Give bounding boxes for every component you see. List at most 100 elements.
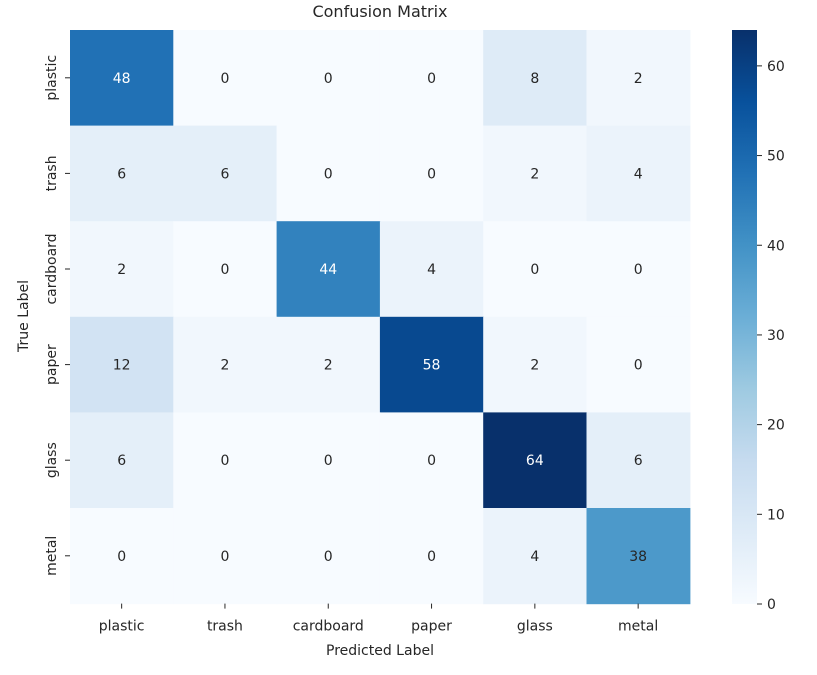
x-tick-label: metal xyxy=(618,619,658,635)
heatmap-cell-label: 0 xyxy=(634,358,643,374)
heatmap-cell-label: 6 xyxy=(634,453,643,469)
heatmap-cell-label: 4 xyxy=(530,549,539,565)
heatmap-cell-label: 12 xyxy=(113,358,131,374)
heatmap-cell-label: 64 xyxy=(526,453,544,469)
heatmap-cell xyxy=(379,125,484,222)
heatmap-cell-label: 4 xyxy=(427,262,436,278)
heatmap-cell-label: 0 xyxy=(427,453,436,469)
heatmap-cell-label: 0 xyxy=(220,549,229,565)
heatmap-cell-label: 0 xyxy=(220,453,229,469)
heatmap-cell xyxy=(483,125,588,222)
heatmap-cell-label: 8 xyxy=(530,71,539,87)
colorbar-ticks: 0 10 20 30 40 50 60 xyxy=(757,59,785,613)
colorbar-tick-label: 30 xyxy=(767,328,785,344)
heatmap-cell xyxy=(276,221,381,318)
heatmap-cell xyxy=(379,316,484,413)
heatmap-cell-label: 58 xyxy=(423,358,441,374)
heatmap-cell xyxy=(379,30,484,127)
heatmap-cell-label: 2 xyxy=(324,358,333,374)
heatmap-cell-label: 0 xyxy=(324,71,333,87)
heatmap-cell-label: 2 xyxy=(117,262,126,278)
heatmap-cell xyxy=(483,412,588,509)
heatmap-cell-label: 0 xyxy=(427,71,436,87)
heatmap-cell-label: 38 xyxy=(629,549,647,565)
heatmap-cell xyxy=(276,125,381,222)
heatmap-cell xyxy=(586,221,691,318)
chart-title: Confusion Matrix xyxy=(312,2,447,21)
y-tick-label: glass xyxy=(44,442,60,478)
y-axis-label: True Label xyxy=(16,280,32,353)
heatmap-cell xyxy=(483,30,588,127)
heatmap-cell-label: 2 xyxy=(634,71,643,87)
heatmap-cell xyxy=(379,508,484,605)
heatmap-cell xyxy=(586,412,691,509)
x-tick-label: cardboard xyxy=(293,619,364,635)
colorbar-tick-label: 0 xyxy=(767,597,776,613)
y-tick-label: trash xyxy=(44,155,60,191)
heatmap-cell xyxy=(483,221,588,318)
heatmap-cell-label: 6 xyxy=(117,453,126,469)
y-tick-label: cardboard xyxy=(44,233,60,304)
heatmap-cell-label: 0 xyxy=(324,166,333,182)
heatmap-cell-label: 48 xyxy=(113,71,131,87)
heatmap-cell-label: 0 xyxy=(530,262,539,278)
heatmap-cell xyxy=(70,221,174,318)
heatmap-cell-label: 0 xyxy=(324,453,333,469)
heatmap-cells xyxy=(70,30,691,605)
heatmap-cell xyxy=(173,125,278,222)
heatmap-cell-label: 0 xyxy=(117,549,126,565)
colorbar-tick-label: 50 xyxy=(767,149,785,165)
y-axis-ticks: plastic trash cardboard paper glass metal xyxy=(44,55,70,576)
heatmap-cell xyxy=(70,316,174,413)
heatmap-cell-label: 0 xyxy=(427,549,436,565)
heatmap-cell-label: 6 xyxy=(117,166,126,182)
heatmap-cell xyxy=(586,508,691,605)
heatmap-cell-label: 44 xyxy=(319,262,337,278)
y-tick-label: plastic xyxy=(44,55,60,101)
heatmap-cell xyxy=(173,30,278,127)
heatmap-cell xyxy=(483,508,588,605)
x-axis-label: Predicted Label xyxy=(326,643,434,659)
heatmap-cell xyxy=(173,316,278,413)
x-tick-label: glass xyxy=(517,619,553,635)
y-tick-label: paper xyxy=(44,344,60,385)
heatmap-cell xyxy=(173,508,278,605)
y-tick-label: metal xyxy=(44,536,60,576)
heatmap-cell xyxy=(70,30,174,127)
heatmap-cell xyxy=(379,412,484,509)
heatmap-cell xyxy=(70,508,174,605)
heatmap-cell xyxy=(586,30,691,127)
heatmap-cell-label: 2 xyxy=(220,358,229,374)
heatmap-cell xyxy=(276,508,381,605)
heatmap-cell xyxy=(173,221,278,318)
heatmap-cell-label: 6 xyxy=(220,166,229,182)
colorbar-tick-label: 40 xyxy=(767,238,785,254)
x-tick-label: trash xyxy=(207,619,243,635)
heatmap-cell xyxy=(70,125,174,222)
heatmap-cell xyxy=(586,316,691,413)
heatmap-cell-label: 0 xyxy=(324,549,333,565)
heatmap-cell xyxy=(276,30,381,127)
heatmap-cell xyxy=(483,316,588,413)
colorbar-tick-label: 10 xyxy=(767,507,785,523)
heatmap-cell xyxy=(379,221,484,318)
heatmap-cell-label: 0 xyxy=(634,262,643,278)
heatmap-cell xyxy=(276,412,381,509)
heatmap-cell-label: 2 xyxy=(530,166,539,182)
heatmap-cell-label: 0 xyxy=(220,262,229,278)
colorbar-tick-label: 20 xyxy=(767,418,785,434)
heatmap-cell-labels: 48 0 0 0 8 26 6 0 0 2 42 0 44 4 0 012 2 2 58 2 06 0 0 0 64 60 0 0 0 4… xyxy=(113,71,647,565)
heatmap-cell-label: 0 xyxy=(220,71,229,87)
x-tick-label: paper xyxy=(411,619,452,635)
x-axis-ticks: plastic trash cardboard paper glass metal xyxy=(99,603,658,635)
heatmap-cell xyxy=(173,412,278,509)
heatmap-cell-label: 4 xyxy=(634,166,643,182)
colorbar-tick-label: 60 xyxy=(767,59,785,75)
colorbar xyxy=(732,30,757,604)
heatmap-cell xyxy=(586,125,691,222)
heatmap-cell-label: 0 xyxy=(427,166,436,182)
heatmap-cell xyxy=(70,412,174,509)
heatmap-cell-label: 2 xyxy=(530,358,539,374)
